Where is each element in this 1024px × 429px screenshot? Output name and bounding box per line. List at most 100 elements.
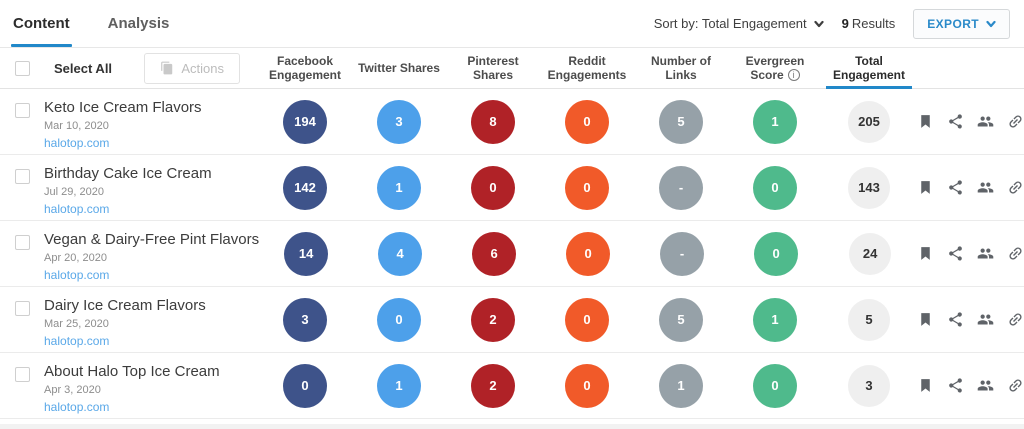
table-row: Vegan & Dairy-Free Pint Flavors Apr 20, … xyxy=(0,221,1024,287)
share-icon[interactable] xyxy=(947,245,964,262)
evergreen-score-value: 0 xyxy=(753,363,797,408)
number-of-links-value: 1 xyxy=(659,363,703,408)
select-all-label[interactable]: Select All xyxy=(54,60,113,76)
pinterest-shares-value: 0 xyxy=(471,165,515,210)
column-header-total-engagement[interactable]: Total Engagement xyxy=(822,54,916,83)
bookmark-icon[interactable] xyxy=(917,311,934,328)
reddit-engagements-value: 0 xyxy=(566,231,611,276)
sort-by-label: Sort by: Total Engagement xyxy=(653,16,807,31)
twitter-shares-value: 4 xyxy=(378,231,423,276)
stack-icon xyxy=(161,61,173,75)
column-header-evergreen-score[interactable]: Evergreen Score i xyxy=(745,53,805,82)
chevron-down-icon xyxy=(986,20,996,27)
bookmark-icon[interactable] xyxy=(917,179,934,196)
chevron-down-icon xyxy=(814,20,824,27)
users-icon[interactable] xyxy=(977,179,994,196)
users-icon[interactable] xyxy=(977,245,994,262)
article-date: Jul 29, 2020 xyxy=(44,186,104,198)
table-row: Dairy Ice Cream Flavors Mar 25, 2020 hal… xyxy=(0,287,1024,353)
evergreen-score-value: 0 xyxy=(754,231,799,276)
article-title[interactable]: About Halo Top Ice Cream xyxy=(44,363,220,380)
row-checkbox[interactable] xyxy=(14,367,30,382)
facebook-engagement-value: 14 xyxy=(284,231,329,276)
article-domain-link[interactable]: halotop.com xyxy=(44,334,110,348)
reddit-engagements-value: 0 xyxy=(565,99,609,144)
twitter-shares-value: 1 xyxy=(377,165,421,210)
column-header-pinterest-shares[interactable]: Pinterest Shares xyxy=(467,53,519,82)
actions-button[interactable]: Actions xyxy=(144,52,240,84)
pinterest-shares-value: 6 xyxy=(472,231,517,276)
share-icon[interactable] xyxy=(947,179,964,196)
article-domain-link[interactable]: halotop.com xyxy=(44,202,110,216)
column-header-reddit-engagements[interactable]: Reddit Engagements xyxy=(547,53,627,82)
row-checkbox[interactable] xyxy=(14,169,30,184)
article-domain-link[interactable]: halotop.com xyxy=(44,400,110,414)
share-icon[interactable] xyxy=(947,377,964,394)
pinterest-shares-value: 8 xyxy=(471,99,515,144)
facebook-engagement-value: 0 xyxy=(283,363,327,408)
select-all-checkbox[interactable] xyxy=(14,60,30,76)
number-of-links-value: 5 xyxy=(659,99,703,144)
actions-label: Actions xyxy=(181,60,224,76)
facebook-engagement-value: 3 xyxy=(283,297,327,342)
results-number: 9 xyxy=(841,16,849,31)
reddit-engagements-value: 0 xyxy=(565,363,609,408)
link-icon[interactable] xyxy=(1003,307,1024,331)
bookmark-icon[interactable] xyxy=(917,113,934,130)
share-icon[interactable] xyxy=(947,311,964,328)
facebook-engagement-value: 194 xyxy=(283,99,327,144)
article-date: Mar 10, 2020 xyxy=(44,120,109,132)
link-icon[interactable] xyxy=(1004,241,1024,265)
total-engagement-value: 24 xyxy=(849,232,892,275)
reddit-engagements-value: 0 xyxy=(565,297,609,342)
table-row: Birthday Cake Ice Cream Jul 29, 2020 hal… xyxy=(0,155,1024,221)
article-domain-link[interactable]: halotop.com xyxy=(44,268,110,282)
next-row-edge xyxy=(0,424,1024,429)
bookmark-icon[interactable] xyxy=(917,245,934,262)
row-checkbox[interactable] xyxy=(14,235,30,250)
article-title[interactable]: Birthday Cake Ice Cream xyxy=(44,165,212,182)
column-header-facebook-engagement[interactable]: Facebook Engagement xyxy=(268,53,341,82)
facebook-engagement-value: 142 xyxy=(283,165,327,210)
total-engagement-value: 205 xyxy=(848,100,890,143)
total-engagement-value: 5 xyxy=(848,298,890,341)
article-title[interactable]: Dairy Ice Cream Flavors xyxy=(44,297,206,314)
twitter-shares-value: 3 xyxy=(377,99,421,144)
evergreen-score-value: 1 xyxy=(753,99,797,144)
share-icon[interactable] xyxy=(947,113,964,130)
users-icon[interactable] xyxy=(977,113,994,130)
column-header-number-of-links[interactable]: Number of Links xyxy=(651,53,711,82)
article-date: Mar 25, 2020 xyxy=(44,318,109,330)
results-label: Results xyxy=(851,16,896,31)
users-icon[interactable] xyxy=(977,377,994,394)
link-icon[interactable] xyxy=(1003,109,1024,133)
article-domain-link[interactable]: halotop.com xyxy=(44,136,110,150)
table-row: About Halo Top Ice Cream Apr 3, 2020 hal… xyxy=(0,353,1024,419)
tab-bar: Content Analysis xyxy=(11,0,205,47)
column-header-twitter-shares[interactable]: Twitter Shares xyxy=(358,60,440,75)
number-of-links-value: 5 xyxy=(659,297,703,342)
tab-content[interactable]: Content xyxy=(11,0,72,47)
bookmark-icon[interactable] xyxy=(917,377,934,394)
article-title[interactable]: Vegan & Dairy-Free Pint Flavors xyxy=(44,231,260,248)
link-icon[interactable] xyxy=(1003,373,1024,397)
pinterest-shares-value: 2 xyxy=(471,363,515,408)
row-checkbox[interactable] xyxy=(14,301,30,316)
row-checkbox[interactable] xyxy=(14,103,30,118)
article-title[interactable]: Keto Ice Cream Flavors xyxy=(44,99,202,116)
tab-analysis[interactable]: Analysis xyxy=(107,15,170,32)
total-engagement-value: 143 xyxy=(848,166,890,209)
sort-by-dropdown[interactable]: Sort by: Total Engagement xyxy=(654,16,824,31)
export-label: EXPORT xyxy=(927,16,979,31)
users-icon[interactable] xyxy=(977,311,994,328)
twitter-shares-value: 1 xyxy=(377,363,421,408)
table-header-row: Select All Actions Facebook Engagement T… xyxy=(0,48,1024,89)
export-button[interactable]: EXPORT xyxy=(913,8,1010,39)
link-icon[interactable] xyxy=(1003,175,1024,199)
evergreen-score-value: 0 xyxy=(753,165,797,210)
article-date: Apr 20, 2020 xyxy=(44,252,107,264)
reddit-engagements-value: 0 xyxy=(565,165,609,210)
info-icon[interactable]: i xyxy=(787,69,800,81)
number-of-links-value: - xyxy=(659,165,703,210)
table-row: Keto Ice Cream Flavors Mar 10, 2020 halo… xyxy=(0,89,1024,155)
